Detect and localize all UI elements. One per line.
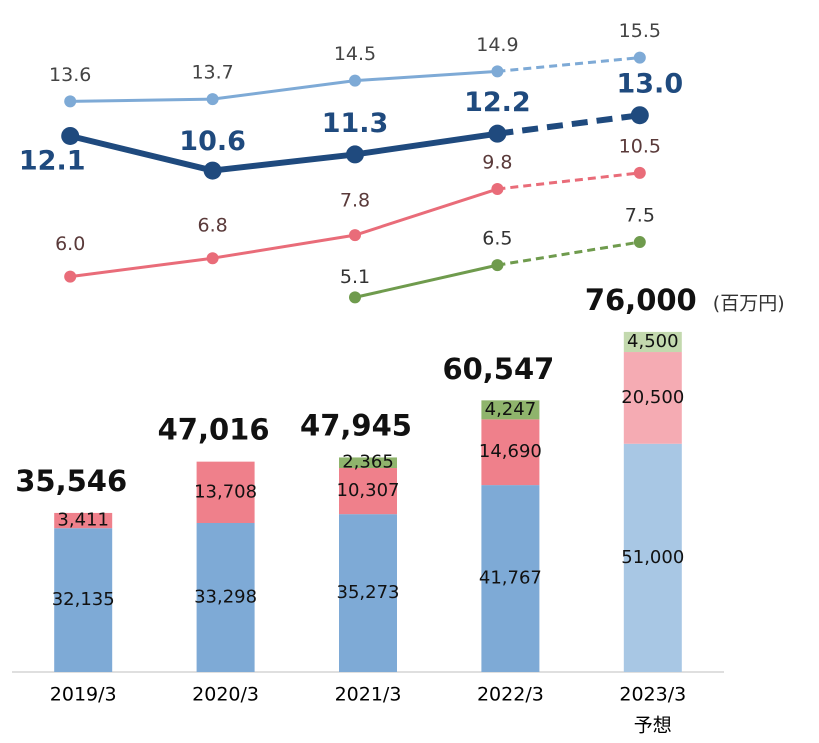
bar-segment [196, 461, 255, 523]
line-point [630, 106, 649, 125]
line-value-label: 6.5 [482, 228, 512, 250]
bar-segment [339, 468, 397, 515]
bar-segment [54, 512, 113, 529]
x-tick-label: 2021/3 [335, 684, 402, 706]
bar-value-label: 13,708 [194, 481, 257, 502]
line-value-label: 14.5 [334, 43, 376, 65]
line-value-label: 10.6 [179, 126, 246, 157]
line-value-label: 12.2 [464, 87, 531, 118]
line-point [488, 124, 507, 143]
bar-value-label: 10,307 [337, 480, 400, 501]
bar-segment [339, 457, 397, 469]
line-segment [497, 171, 640, 191]
line-value-label: 5.1 [340, 266, 370, 288]
bar-value-label: 4,500 [627, 331, 679, 352]
line-segment [354, 263, 498, 299]
line-point [633, 166, 646, 179]
line-segment [497, 240, 641, 267]
line-point [206, 93, 219, 106]
bar-value-label: 51,000 [621, 547, 684, 568]
line-value-label: 6.8 [197, 215, 227, 237]
bar-segment [481, 400, 540, 420]
total-label: 76,000 [585, 283, 697, 317]
bar-value-label: 3,411 [57, 510, 109, 531]
bar-segment [623, 352, 682, 444]
line-point [491, 65, 504, 78]
line-segment [354, 187, 498, 237]
line-segment [212, 233, 356, 260]
x-tick-label: 2019/3 [50, 684, 117, 706]
total-label: 35,546 [15, 464, 127, 498]
line-value-label: 13.6 [49, 64, 91, 86]
line-point [491, 259, 504, 272]
line-segment [70, 97, 213, 103]
line-value-label: 13.7 [191, 62, 233, 84]
line-segment [354, 130, 498, 158]
x-tick-label: 2020/3 [192, 684, 259, 706]
line-value-label: 7.5 [625, 205, 655, 227]
bar-segment [623, 331, 682, 353]
total-label: 47,945 [300, 408, 412, 442]
bar-segment [196, 522, 255, 672]
bar-segment [623, 443, 682, 672]
bar-segment [339, 514, 397, 672]
bar-segment [481, 485, 540, 672]
line-point [206, 252, 219, 265]
unit-label: (百万円) [713, 292, 785, 314]
line-point [61, 126, 80, 145]
total-label: 60,547 [442, 352, 554, 386]
line-value-label: 12.1 [19, 145, 86, 176]
line-segment [354, 69, 498, 83]
line-point [346, 145, 364, 164]
line-value-label: 7.8 [340, 190, 370, 212]
bar-value-label: 14,690 [479, 441, 542, 462]
bar-value-label: 41,767 [479, 568, 542, 589]
line-point [349, 291, 361, 304]
line-value-label: 14.9 [476, 34, 518, 56]
line-point [633, 236, 646, 249]
line-value-label: 15.5 [619, 20, 661, 42]
line-point [64, 270, 77, 283]
line-segment [212, 151, 356, 174]
line-value-label: 13.0 [616, 69, 683, 100]
line-point [203, 161, 222, 180]
line-segment [497, 56, 640, 73]
bar-value-label: 20,500 [621, 387, 684, 408]
total-label: 47,016 [158, 413, 270, 447]
line-segment [69, 133, 214, 174]
bar-value-label: 33,298 [194, 586, 257, 607]
bar-value-label: 35,273 [337, 582, 400, 603]
line-point [64, 95, 77, 108]
bar-value-label: 2,365 [342, 452, 394, 473]
line-segment [70, 256, 213, 279]
line-segment [212, 79, 356, 101]
line-point [491, 183, 504, 196]
line-point [633, 51, 646, 64]
x-tick-label: 2022/3 [477, 684, 544, 706]
line-point [349, 229, 361, 242]
x-tick-label: 2023/3 [619, 684, 686, 706]
bar-value-label: 4,247 [485, 399, 537, 420]
bar-value-label: 32,135 [52, 589, 115, 610]
line-value-label: 9.8 [482, 152, 512, 174]
forecast-label: 予想 [634, 715, 672, 737]
line-value-label: 10.5 [619, 135, 661, 157]
bar-segment [54, 528, 113, 672]
line-value-label: 6.0 [55, 233, 85, 255]
line-point [349, 74, 361, 87]
bar-segment [481, 419, 540, 486]
line-value-label: 11.3 [322, 108, 389, 139]
